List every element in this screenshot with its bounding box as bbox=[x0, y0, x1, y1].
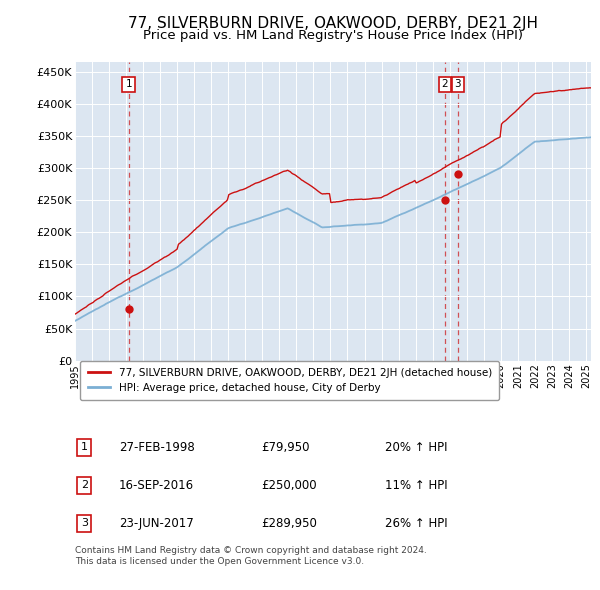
Text: 77, SILVERBURN DRIVE, OAKWOOD, DERBY, DE21 2JH: 77, SILVERBURN DRIVE, OAKWOOD, DERBY, DE… bbox=[128, 16, 538, 31]
Text: 3: 3 bbox=[455, 80, 461, 90]
Text: Contains HM Land Registry data © Crown copyright and database right 2024.
This d: Contains HM Land Registry data © Crown c… bbox=[75, 546, 427, 566]
Text: 1: 1 bbox=[125, 80, 132, 90]
Text: 26% ↑ HPI: 26% ↑ HPI bbox=[385, 517, 447, 530]
Text: 3: 3 bbox=[81, 518, 88, 528]
Text: 27-FEB-1998: 27-FEB-1998 bbox=[119, 441, 194, 454]
Text: 2: 2 bbox=[81, 480, 88, 490]
Text: 16-SEP-2016: 16-SEP-2016 bbox=[119, 478, 194, 491]
Text: Price paid vs. HM Land Registry's House Price Index (HPI): Price paid vs. HM Land Registry's House … bbox=[143, 30, 523, 42]
Text: 2: 2 bbox=[442, 80, 448, 90]
Text: £289,950: £289,950 bbox=[261, 517, 317, 530]
Text: 23-JUN-2017: 23-JUN-2017 bbox=[119, 517, 194, 530]
Text: 11% ↑ HPI: 11% ↑ HPI bbox=[385, 478, 447, 491]
Text: £250,000: £250,000 bbox=[261, 478, 316, 491]
Text: 20% ↑ HPI: 20% ↑ HPI bbox=[385, 441, 447, 454]
Text: 1: 1 bbox=[81, 442, 88, 452]
Legend: 77, SILVERBURN DRIVE, OAKWOOD, DERBY, DE21 2JH (detached house), HPI: Average pr: 77, SILVERBURN DRIVE, OAKWOOD, DERBY, DE… bbox=[80, 360, 499, 400]
Text: £79,950: £79,950 bbox=[261, 441, 309, 454]
